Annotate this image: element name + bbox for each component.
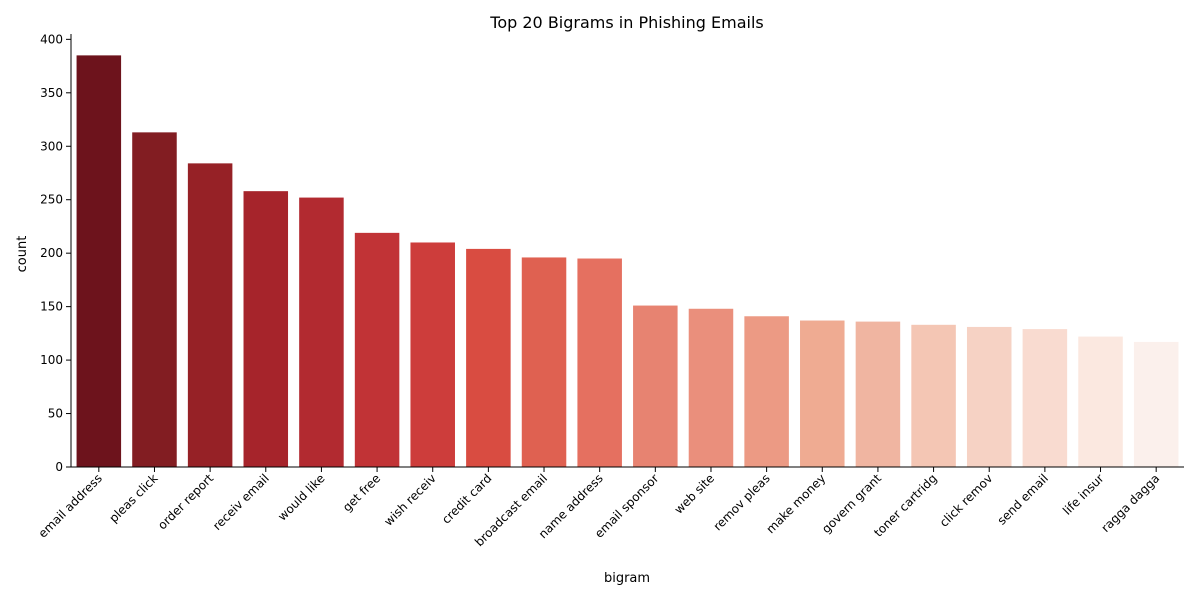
bar-6 bbox=[410, 242, 455, 467]
x-tick-label-0: email address bbox=[36, 471, 105, 540]
bars-group bbox=[76, 55, 1179, 468]
bar-14 bbox=[855, 321, 901, 467]
bar-16 bbox=[966, 326, 1012, 467]
bar-1 bbox=[132, 132, 177, 468]
bar-2 bbox=[187, 163, 233, 468]
bar-18 bbox=[1078, 336, 1123, 467]
x-tick-label-12: remov pleas bbox=[711, 471, 773, 533]
y-tick-label-8: 400 bbox=[40, 32, 63, 46]
x-tick-label-18: life insur bbox=[1060, 471, 1107, 518]
y-tick-label-2: 100 bbox=[40, 353, 63, 367]
x-tick-label-19: ragga dagga bbox=[1098, 471, 1162, 535]
bar-17 bbox=[1022, 329, 1068, 467]
y-tick-label-6: 300 bbox=[40, 139, 63, 153]
bar-0 bbox=[76, 55, 122, 467]
x-tick-label-16: click remov bbox=[937, 471, 996, 530]
bar-3 bbox=[243, 191, 289, 467]
x-tick-label-3: receiv email bbox=[210, 471, 272, 533]
x-tick-label-6: wish receiv bbox=[381, 471, 438, 528]
y-axis: 0 50 100 150 200 250 300 350 400 bbox=[40, 32, 72, 474]
x-tick-label-7: credit card bbox=[439, 471, 494, 526]
x-axis-label: bigram bbox=[604, 571, 650, 586]
bar-4 bbox=[299, 197, 344, 468]
y-tick-label-1: 50 bbox=[48, 407, 63, 421]
y-tick-label-3: 150 bbox=[40, 300, 63, 314]
bar-11 bbox=[688, 308, 734, 467]
bar-13 bbox=[800, 320, 845, 467]
bar-9 bbox=[577, 258, 622, 467]
x-tick-label-5: get free bbox=[340, 471, 383, 514]
x-tick-label-1: pleas click bbox=[106, 471, 160, 525]
x-tick-label-17: send email bbox=[995, 471, 1051, 527]
y-tick-label-7: 350 bbox=[40, 86, 63, 100]
y-axis-label: count bbox=[15, 236, 30, 273]
y-tick-label-5: 250 bbox=[40, 193, 63, 207]
bar-7 bbox=[466, 248, 511, 467]
y-tick-label-4: 200 bbox=[40, 246, 63, 260]
bar-8 bbox=[521, 257, 567, 467]
bar-10 bbox=[633, 305, 678, 467]
bar-5 bbox=[354, 232, 400, 467]
bar-15 bbox=[911, 324, 956, 467]
x-tick-label-11: web site bbox=[672, 471, 717, 516]
bar-12 bbox=[744, 316, 789, 467]
bar-19 bbox=[1133, 341, 1179, 467]
x-tick-label-4: would like bbox=[275, 471, 327, 523]
chart-title: Top 20 Bigrams in Phishing Emails bbox=[489, 13, 763, 32]
y-tick-label-0: 0 bbox=[55, 460, 63, 474]
x-tick-label-2: order report bbox=[155, 471, 216, 532]
